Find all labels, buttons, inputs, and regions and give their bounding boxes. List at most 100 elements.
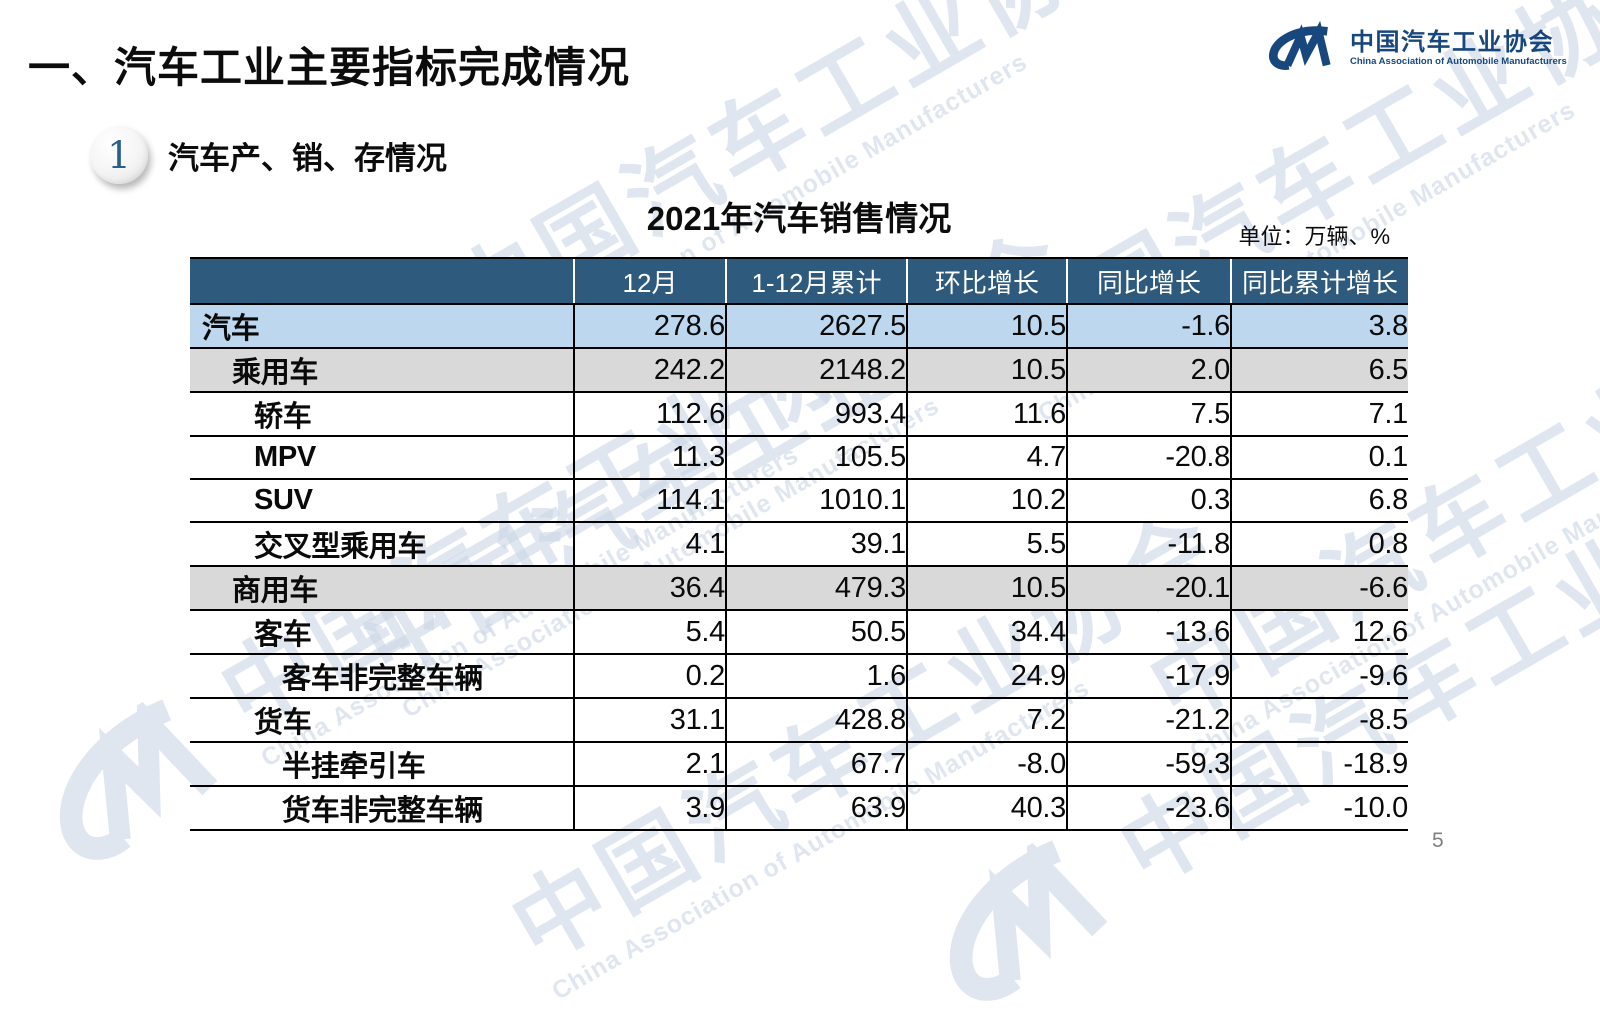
row-name-cell: 货车 (190, 697, 575, 743)
value-cell: 1.6 (725, 653, 908, 699)
value-cell: 39.1 (725, 521, 908, 567)
row-name-cell: 货车非完整车辆 (190, 785, 575, 831)
value-cell: 10.5 (906, 303, 1068, 349)
value-cell: 1010.1 (725, 478, 908, 523)
value-cell: 5.4 (573, 609, 727, 655)
value-cell: 10.5 (906, 347, 1068, 393)
value-cell: -10.0 (1230, 785, 1408, 831)
value-cell: 11.3 (573, 435, 727, 480)
row-name-cell: MPV (190, 435, 575, 480)
row-name-cell: 轿车 (190, 391, 575, 437)
section-title: 汽车产、销、存情况 (168, 141, 447, 176)
table-row: MPV 11.3 105.5 4.7 -20.8 0.1 (190, 435, 1408, 480)
table-row: 交叉型乘用车 4.1 39.1 5.5 -11.8 0.8 (190, 521, 1408, 567)
table-title: 2021年汽车销售情况 (646, 200, 952, 237)
value-cell: 3.9 (573, 785, 727, 831)
table-header-cell (190, 257, 574, 305)
table-row: 货车 31.1 428.8 7.2 -21.2 -8.5 (190, 697, 1408, 743)
table-row: 货车非完整车辆 3.9 63.9 40.3 -23.6 -10.0 (190, 785, 1408, 831)
sales-table: 12月 1-12月累计 环比增长 同比增长 同比累计增长 汽车 278.6 2627.5 10… (190, 257, 1408, 831)
value-cell: 7.5 (1066, 391, 1232, 437)
row-name-cell: 商用车 (190, 565, 575, 611)
value-cell: 10.5 (906, 565, 1068, 611)
value-cell: 36.4 (573, 565, 727, 611)
row-name-cell: SUV (190, 478, 575, 523)
page-title: 一、汽车工业主要指标完成情况 (28, 44, 631, 91)
value-cell: 112.6 (573, 391, 727, 437)
row-name-cell: 交叉型乘用车 (190, 521, 575, 567)
value-cell: -8.5 (1230, 697, 1408, 743)
row-name-cell: 客车非完整车辆 (190, 653, 575, 699)
value-cell: 12.6 (1230, 609, 1408, 655)
cm-monogram-icon (949, 836, 1108, 1001)
logo-en-text: China Association of Automobile Manufact… (1350, 56, 1567, 68)
value-cell: -8.0 (906, 741, 1068, 787)
value-cell: -11.8 (1066, 521, 1232, 567)
value-cell: 4.7 (906, 435, 1068, 480)
table-row: 商用车 36.4 479.3 10.5 -20.1 -6.6 (190, 565, 1408, 611)
value-cell: 0.8 (1230, 521, 1408, 567)
value-cell: 24.9 (906, 653, 1068, 699)
value-cell: -9.6 (1230, 653, 1408, 699)
value-cell: 2.1 (573, 741, 727, 787)
value-cell: 4.1 (573, 521, 727, 567)
value-cell: 105.5 (725, 435, 908, 480)
table-header-cell: 1-12月累计 (725, 257, 907, 305)
caam-logo: 中国汽车工业协会 China Association of Automobile… (1262, 20, 1567, 76)
row-name-cell: 乘用车 (190, 347, 575, 393)
table-row: 客车 5.4 50.5 34.4 -13.6 12.6 (190, 609, 1408, 655)
value-cell: 7.1 (1230, 391, 1408, 437)
value-cell: 2148.2 (725, 347, 908, 393)
value-cell: 114.1 (573, 478, 727, 523)
table-row: 客车非完整车辆 0.2 1.6 24.9 -17.9 -9.6 (190, 653, 1408, 699)
value-cell: 479.3 (725, 565, 908, 611)
value-cell: 6.5 (1230, 347, 1408, 393)
value-cell: 428.8 (725, 697, 908, 743)
value-cell: -6.6 (1230, 565, 1408, 611)
value-cell: 5.5 (906, 521, 1068, 567)
sales-table-body: 汽车 278.6 2627.5 10.5 -1.6 3.8 乘用车 242.2 2148.2 10… (190, 303, 1408, 831)
value-cell: 10.2 (906, 478, 1068, 523)
table-row: 乘用车 242.2 2148.2 10.5 2.0 6.5 (190, 347, 1408, 393)
cm-logo-icon (1269, 20, 1331, 70)
value-cell: 0.3 (1066, 478, 1232, 523)
value-cell: -20.8 (1066, 435, 1232, 480)
table-header-cell: 12月 (573, 257, 726, 305)
value-cell: -13.6 (1066, 609, 1232, 655)
table-header-cell: 同比累计增长 (1230, 257, 1408, 305)
section-number: 1 (107, 133, 131, 177)
value-cell: 7.2 (906, 697, 1068, 743)
value-cell: 2.0 (1066, 347, 1232, 393)
value-cell: 34.4 (906, 609, 1068, 655)
value-cell: -23.6 (1066, 785, 1232, 831)
table-row: 汽车 278.6 2627.5 10.5 -1.6 3.8 (190, 303, 1408, 349)
unit-note: 单位：万辆、% (1238, 224, 1390, 249)
row-name-cell: 汽车 (190, 303, 575, 349)
value-cell: -21.2 (1066, 697, 1232, 743)
value-cell: 50.5 (725, 609, 908, 655)
value-cell: 3.8 (1230, 303, 1408, 349)
table-row: 轿车 112.6 993.4 11.6 7.5 7.1 (190, 391, 1408, 437)
value-cell: -18.9 (1230, 741, 1408, 787)
table-row: 半挂牵引车 2.1 67.7 -8.0 -59.3 -18.9 (190, 741, 1408, 787)
value-cell: 242.2 (573, 347, 727, 393)
value-cell: 11.6 (906, 391, 1068, 437)
value-cell: 6.8 (1230, 478, 1408, 523)
value-cell: 63.9 (725, 785, 908, 831)
value-cell: 0.1 (1230, 435, 1408, 480)
value-cell: -17.9 (1066, 653, 1232, 699)
table-header-row: 12月 1-12月累计 环比增长 同比增长 同比累计增长 (190, 257, 1408, 305)
value-cell: 0.2 (573, 653, 727, 699)
value-cell: -1.6 (1066, 303, 1232, 349)
row-name-cell: 客车 (190, 609, 575, 655)
value-cell: 67.7 (725, 741, 908, 787)
logo-cn-text: 中国汽车工业协会 (1350, 28, 1554, 56)
value-cell: 40.3 (906, 785, 1068, 831)
value-cell: 31.1 (573, 697, 727, 743)
value-cell: -59.3 (1066, 741, 1232, 787)
table-row: SUV 114.1 1010.1 10.2 0.3 6.8 (190, 478, 1408, 523)
value-cell: 2627.5 (725, 303, 908, 349)
page-number: 5 (1432, 829, 1444, 852)
value-cell: 993.4 (725, 391, 908, 437)
table-header-cell: 环比增长 (906, 257, 1067, 305)
